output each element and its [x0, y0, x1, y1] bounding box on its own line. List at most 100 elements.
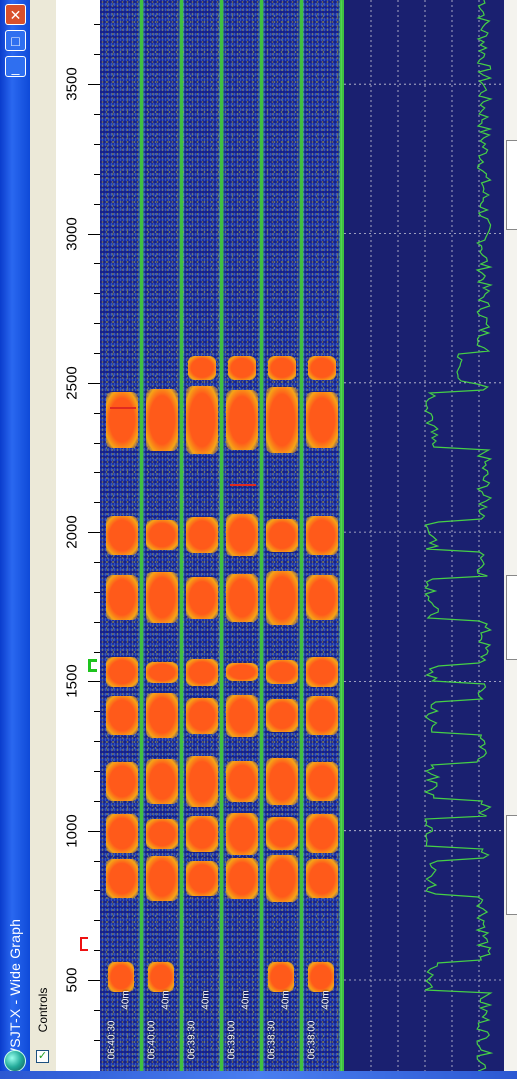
row-separator [300, 0, 303, 1079]
controls-strip [30, 0, 56, 1079]
window-title: WSJT-X - Wide Graph [7, 918, 23, 1062]
minor-tick [94, 24, 100, 26]
row-band: 40m [320, 990, 332, 1010]
minor-tick [94, 323, 100, 325]
minimize-button[interactable]: _ [5, 56, 26, 77]
minimize-icon: _ [11, 59, 20, 75]
signal-band [266, 387, 298, 453]
taskbar [0, 1071, 517, 1079]
signal-band [266, 817, 298, 851]
minor-tick [94, 860, 100, 862]
signal-band [306, 859, 338, 898]
minor-tick [94, 412, 100, 414]
signal-band [266, 699, 298, 733]
major-tick [88, 382, 100, 384]
signal-band [268, 962, 294, 992]
minor-tick [94, 651, 100, 653]
signal-band [106, 657, 138, 688]
close-button[interactable]: ✕ [5, 4, 26, 25]
minor-tick [94, 591, 100, 593]
major-tick [88, 681, 100, 683]
signal-band [308, 962, 334, 992]
signal-band [226, 663, 258, 682]
minor-tick [94, 621, 100, 623]
rx-frequency-marker[interactable] [88, 659, 97, 672]
signal-band [186, 756, 218, 807]
major-tick [88, 84, 100, 86]
frequency-tick-label: 3000 [63, 216, 81, 251]
minor-tick [94, 711, 100, 713]
signal-band [306, 391, 338, 449]
signal-band [186, 860, 218, 897]
signal-band [148, 962, 174, 992]
minor-tick [94, 770, 100, 772]
signal-band [106, 762, 138, 801]
signal-band [188, 355, 216, 380]
signal-band [186, 658, 218, 686]
background-panel [506, 575, 517, 660]
minor-tick [94, 54, 100, 56]
row-band: 40m [280, 990, 292, 1010]
signal-band [226, 390, 258, 450]
signal-band [146, 572, 178, 624]
signal-band [226, 514, 258, 556]
signal-band [186, 385, 218, 455]
major-tick [88, 233, 100, 235]
signal-band [268, 355, 296, 380]
title-bar[interactable] [0, 0, 30, 1079]
row-timestamp: 06:40:00 [146, 1020, 158, 1060]
minor-tick [94, 741, 100, 743]
minor-tick [94, 472, 100, 474]
minor-tick [94, 502, 100, 504]
tx-frequency-marker[interactable] [80, 937, 88, 951]
signal-band [306, 657, 338, 688]
signal-band [266, 854, 298, 903]
signal-band [146, 520, 178, 550]
signal-band [146, 856, 178, 901]
row-separator [140, 0, 143, 1079]
major-tick [88, 532, 100, 534]
minor-tick [94, 263, 100, 265]
signal-band [266, 660, 298, 685]
maximize-button[interactable]: □ [5, 30, 26, 51]
frequency-tick-label: 500 [63, 967, 81, 993]
signal-band [108, 962, 134, 992]
row-separator [220, 0, 223, 1079]
minor-tick [94, 293, 100, 295]
row-separator [180, 0, 183, 1079]
signal-band [106, 391, 138, 449]
signal-band [228, 355, 256, 380]
frequency-tick-label: 3500 [63, 67, 81, 101]
close-icon: ✕ [9, 7, 22, 23]
minor-tick [94, 173, 100, 175]
spectrum-plot [344, 0, 504, 1079]
signal-band [146, 759, 178, 804]
minor-tick [94, 561, 100, 563]
signal-band [186, 815, 218, 852]
frequency-tick-label: 1500 [63, 664, 81, 699]
signal-band [306, 515, 338, 555]
minor-tick [94, 800, 100, 802]
row-timestamp: 06:38:30 [266, 1020, 278, 1060]
minor-tick [94, 1039, 100, 1041]
row-band: 40m [240, 990, 252, 1010]
row-timestamp: 06:39:00 [226, 1020, 238, 1060]
background-window-edge [504, 0, 517, 1079]
background-panel [506, 815, 517, 915]
row-separator [260, 0, 263, 1079]
controls-checkbox[interactable]: ✓ [36, 1050, 49, 1063]
row-band: 40m [200, 990, 212, 1010]
signal-band [146, 693, 178, 739]
frequency-tick-label: 2500 [63, 366, 81, 400]
signal-band [306, 575, 338, 621]
spectrum-trace [423, 0, 494, 1078]
signal-band [306, 696, 338, 736]
row-separator [340, 0, 343, 1079]
signal-band [266, 518, 298, 552]
minor-tick [94, 352, 100, 354]
signal-band [306, 814, 338, 854]
signal-band [226, 760, 258, 803]
waterfall-display[interactable]: 06:40:30 40m 06:40:00 40m 06:39:30 40m 06:39:0… [100, 0, 344, 1079]
signal-band [106, 814, 138, 854]
spectrum-display[interactable] [344, 0, 504, 1079]
